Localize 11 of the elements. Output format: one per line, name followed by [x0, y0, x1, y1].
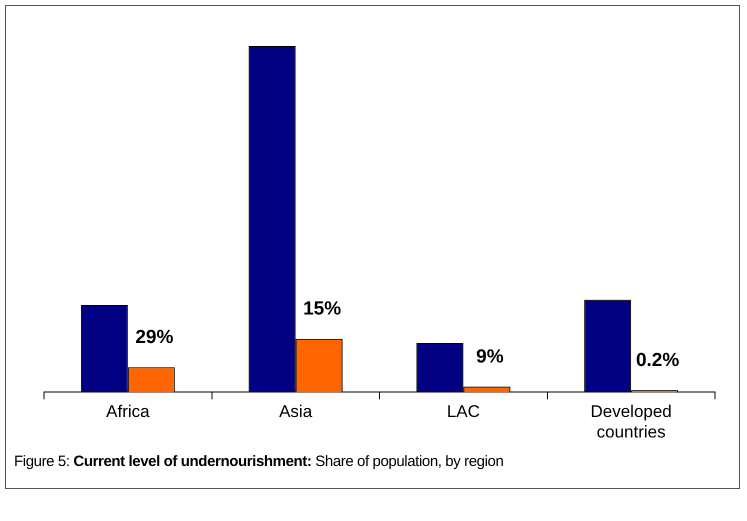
x-tick-label: Asia — [279, 402, 313, 422]
text: Current level of undernourishment: — [73, 453, 312, 470]
x-tick-label: Africa — [106, 402, 150, 422]
annotation: 9% — [476, 346, 504, 368]
x-tick-label: Developed countries — [590, 402, 672, 442]
annotation: 29% — [135, 327, 174, 348]
caption: Figure 5: — [14, 453, 70, 470]
x-tick-label: LAC — [446, 402, 480, 422]
annotation: 15% — [303, 298, 342, 320]
annotation: 0.2% — [636, 350, 680, 371]
text: Share of population, by region — [315, 453, 504, 470]
